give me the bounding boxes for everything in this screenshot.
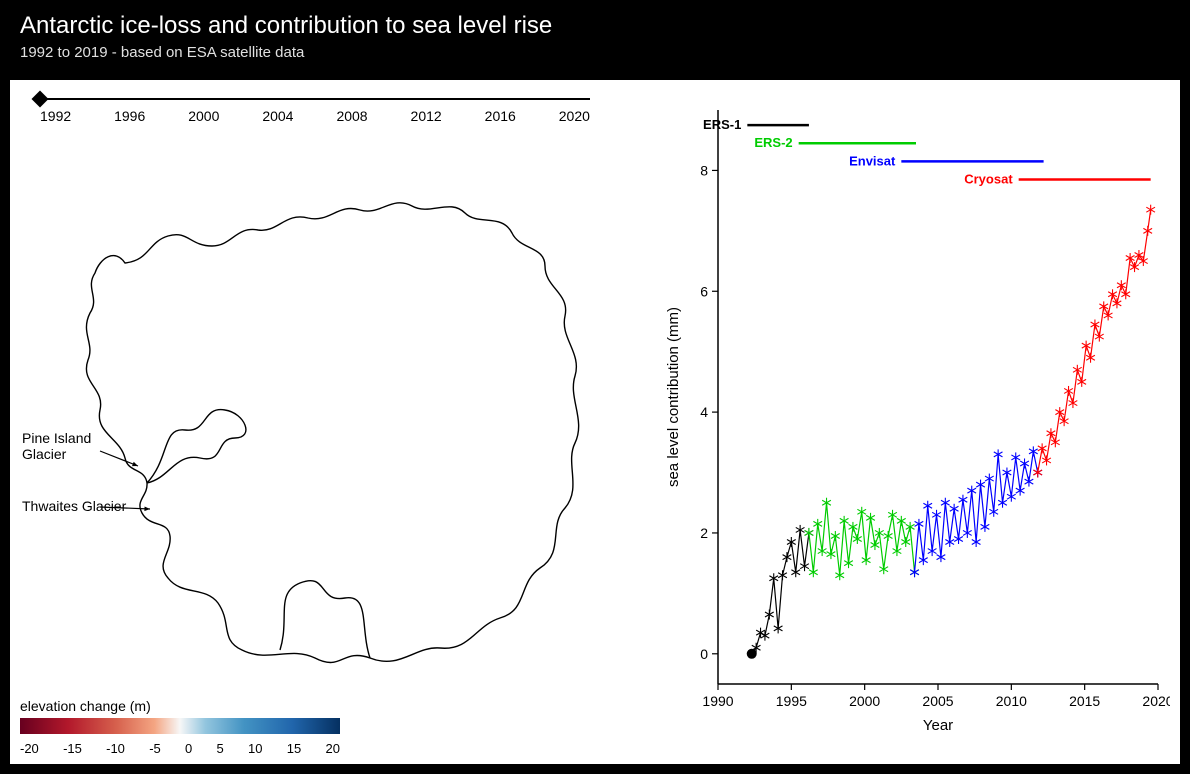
colorbar-tick: 10 (248, 741, 262, 756)
svg-text:2005: 2005 (922, 693, 953, 709)
timeline-tick: 2004 (262, 108, 293, 124)
sat-label-Envisat: Envisat (849, 153, 896, 168)
right-panel: 0 2 4 6 8 1990 1995 2000 2005 2010 2015 2020 Year sea… (630, 80, 1180, 764)
timeline-tick: 2008 (336, 108, 367, 124)
colorbar-tick: -15 (63, 741, 82, 756)
glacier-label-thwaites: Thwaites Glacier (22, 498, 150, 514)
colorbar-tick: -20 (20, 741, 39, 756)
colorbar-tick: 20 (325, 741, 339, 756)
svg-text:2020: 2020 (1142, 693, 1170, 709)
colorbar-title: elevation change (m) (20, 698, 360, 714)
svg-text:1990: 1990 (702, 693, 733, 709)
colorbar-tick: 0 (185, 741, 192, 756)
content-panel: 19921996200020042008201220162020 Pine Is… (10, 80, 1180, 764)
svg-text:8: 8 (700, 162, 708, 178)
svg-text:Thwaites Glacier: Thwaites Glacier (22, 498, 127, 514)
timeline-labels: 1992 1996 2000 2004 2008 2012 2016 2020 (40, 108, 590, 124)
svg-text:4: 4 (700, 404, 708, 420)
timeline-tick: 1996 (114, 108, 145, 124)
svg-text:2: 2 (700, 525, 708, 541)
left-panel: 1992 1996 2000 2004 2008 2012 2016 2020 Pine Is… (10, 80, 620, 764)
sat-label-Cryosat: Cryosat (964, 171, 1013, 186)
chart-area: 0 2 4 6 8 1990 1995 2000 2005 2010 2015 2020 Year sea… (660, 100, 1170, 740)
timeline-track (40, 98, 590, 100)
timeline: 1992 1996 2000 2004 2008 2012 2016 2020 (20, 90, 610, 130)
colorbar-tick: -5 (149, 741, 161, 756)
svg-text:1995: 1995 (776, 693, 807, 709)
svg-text:0: 0 (700, 646, 708, 662)
sea-level-chart: 0 2 4 6 8 1990 1995 2000 2005 2010 2015 2020 Year sea… (660, 100, 1170, 740)
colorbar-ticks: -20 -15 -10 -5 0 5 10 15 20 (20, 741, 340, 756)
chart-xlabel: Year (923, 717, 953, 734)
page-subtitle: 1992 to 2019 - based on ESA satellite da… (20, 44, 1170, 61)
timeline-tick: 1992 (40, 108, 71, 124)
sat-label-ERS-2: ERS-2 (754, 135, 792, 150)
colorbar (20, 718, 340, 734)
svg-text:Glacier: Glacier (22, 446, 67, 462)
svg-text:2000: 2000 (849, 693, 880, 709)
svg-text:6: 6 (700, 283, 708, 299)
svg-text:Pine Island: Pine Island (22, 430, 91, 446)
timeline-tick: 2020 (559, 108, 590, 124)
series-line-Envisat (915, 451, 1038, 572)
antarctica-map: Pine IslandGlacier Thwaites Glacier (20, 138, 610, 678)
svg-text:2015: 2015 (1069, 693, 1100, 709)
timeline-tick: 2012 (411, 108, 442, 124)
colorbar-tick: 5 (217, 741, 224, 756)
map-area: Pine IslandGlacier Thwaites Glacier (20, 138, 610, 678)
sat-label-ERS-1: ERS-1 (703, 117, 741, 132)
colorbar-tick: 15 (287, 741, 301, 756)
svg-text:2010: 2010 (996, 693, 1027, 709)
timeline-marker[interactable] (32, 91, 49, 108)
colorbar-tick: -10 (106, 741, 125, 756)
page-title: Antarctic ice-loss and contribution to s… (20, 12, 1170, 40)
chart-ylabel: sea level contribution (mm) (665, 307, 682, 487)
series-start-marker (747, 649, 757, 659)
timeline-tick: 2000 (188, 108, 219, 124)
colorbar-area: elevation change (m) -20 -15 -10 -5 0 5 10 15 20 (20, 698, 360, 756)
timeline-tick: 2016 (485, 108, 516, 124)
series-line-Cryosat (1038, 210, 1151, 473)
